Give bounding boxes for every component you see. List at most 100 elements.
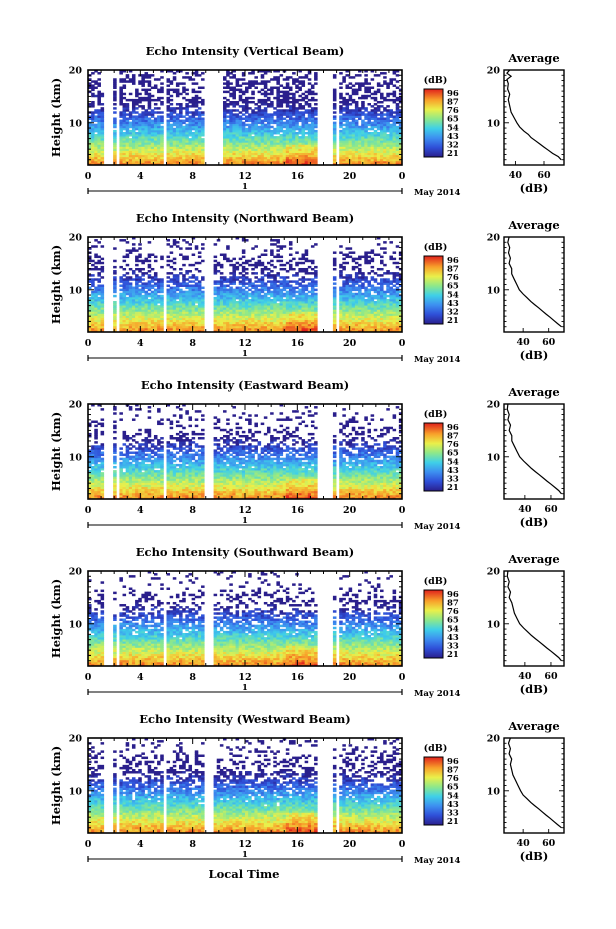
colorbar-label: 96 [447, 423, 459, 433]
chart-title: Echo Intensity (Vertical Beam) [146, 44, 345, 58]
profile-title: Average [507, 552, 559, 566]
colorbar-label: 21 [447, 483, 459, 493]
x-tick-label: 4 [137, 505, 144, 516]
heatmap-cells [88, 738, 403, 834]
x-tick-label: 0 [85, 839, 92, 850]
panel-1: Echo Intensity (Northward Beam) Height (k… [49, 211, 565, 365]
y-tick-label: 10 [69, 285, 83, 296]
date-marker: 1 [242, 850, 248, 860]
x-tick-label: 12 [238, 839, 251, 850]
date-caption: May 2014 [414, 689, 461, 699]
y-axis-label: Height (km) [49, 412, 63, 491]
profile-x-tick-label: 60 [544, 671, 558, 682]
profile-x-tick-label: 40 [517, 838, 531, 849]
x-tick-label: 20 [343, 672, 357, 683]
x-tick-label: 8 [189, 672, 196, 683]
profile-frame [503, 403, 565, 500]
y-tick-label: 10 [69, 118, 83, 129]
profile-line [507, 737, 562, 829]
heatmap-cells [88, 404, 403, 500]
colorbar-label: 21 [447, 650, 459, 660]
y-tick-label: 20 [69, 400, 83, 411]
y-tick-label: 10 [69, 452, 83, 463]
x-tick-label: 16 [291, 839, 305, 850]
colorbar-label: 76 [447, 440, 459, 450]
y-axis-label: Height (km) [49, 746, 63, 825]
date-marker: 1 [242, 683, 248, 693]
colorbar-label: 33 [447, 474, 459, 484]
y-axis-label: Height (km) [49, 78, 63, 157]
x-tick-label: 4 [137, 839, 144, 850]
colorbar-title: (dB) [424, 242, 448, 253]
colorbar-label: 21 [447, 817, 459, 827]
colorbar-label: 87 [447, 98, 459, 108]
profile-title: Average [507, 218, 559, 232]
profile-x-tick-label: 40 [518, 671, 532, 682]
colorbar-label: 32 [447, 140, 459, 150]
y-axis-label: Height (km) [49, 579, 63, 658]
x-tick-label: 12 [238, 505, 251, 516]
profile-title: Average [507, 719, 559, 733]
colorbar-label: 65 [447, 282, 459, 292]
profile-x-tick-label: 40 [517, 337, 531, 348]
colorbar-label: 54 [447, 290, 459, 300]
profile-y-tick-label: 10 [487, 285, 501, 296]
colorbar [423, 589, 444, 659]
colorbar-title: (dB) [424, 75, 448, 86]
colorbar-label: 43 [447, 466, 459, 476]
x-tick-label: 12 [238, 672, 251, 683]
x-tick-label: 16 [291, 171, 305, 182]
date-caption: May 2014 [414, 188, 461, 198]
profile-y-tick-label: 10 [487, 786, 501, 797]
panel-3: Echo Intensity (Southward Beam) Height (k… [49, 545, 565, 699]
profile-y-tick-label: 10 [487, 452, 501, 463]
x-tick-label: 12 [238, 338, 251, 349]
x-tick-label: 8 [189, 171, 196, 182]
x-tick-label: 8 [189, 338, 196, 349]
colorbar-label: 87 [447, 599, 459, 609]
colorbar-label: 76 [447, 106, 459, 116]
profile-x-tick-label: 60 [542, 838, 556, 849]
colorbar [423, 756, 444, 826]
colorbar-label: 87 [447, 766, 459, 776]
colorbar-label: 54 [447, 791, 459, 801]
colorbar-label: 54 [447, 123, 459, 133]
profile-y-tick-label: 20 [487, 233, 501, 244]
profile-y-tick-label: 20 [487, 567, 501, 578]
x-tick-label: 20 [343, 505, 357, 516]
colorbar-label: 43 [447, 800, 459, 810]
chart-title: Echo Intensity (Southward Beam) [136, 545, 354, 559]
colorbar-label: 43 [447, 633, 459, 643]
profile-frame [503, 570, 565, 667]
colorbar-label: 33 [447, 641, 459, 651]
x-tick-label: 4 [137, 672, 144, 683]
x-tick-label: 4 [137, 171, 144, 182]
colorbar-label: 76 [447, 273, 459, 283]
y-tick-label: 20 [69, 734, 83, 745]
profile-title: Average [507, 51, 559, 65]
profile-line [507, 236, 562, 328]
profile-x-label: (dB) [520, 682, 549, 696]
colorbar-label: 65 [447, 616, 459, 626]
colorbar-label: 54 [447, 624, 459, 634]
chart-title: Echo Intensity (Eastward Beam) [141, 378, 349, 392]
colorbar-label: 21 [447, 149, 459, 159]
colorbar-label: 54 [447, 457, 459, 467]
profile-frame [503, 69, 565, 166]
chart-title: Echo Intensity (Westward Beam) [139, 712, 350, 726]
date-caption: May 2014 [414, 355, 461, 365]
date-caption: May 2014 [414, 856, 461, 866]
colorbar-label: 96 [447, 590, 459, 600]
colorbar-label: 96 [447, 256, 459, 266]
x-tick-label: 0 [85, 505, 92, 516]
profile-title: Average [507, 385, 559, 399]
colorbar-label: 43 [447, 299, 459, 309]
y-tick-label: 20 [69, 233, 83, 244]
y-tick-label: 10 [69, 786, 83, 797]
colorbar [423, 422, 444, 492]
panel-4: Echo Intensity (Westward Beam) Height (km… [49, 712, 565, 866]
colorbar-label: 76 [447, 607, 459, 617]
y-tick-label: 20 [69, 66, 83, 77]
profile-line [506, 570, 562, 662]
heatmap-cells [88, 70, 403, 166]
